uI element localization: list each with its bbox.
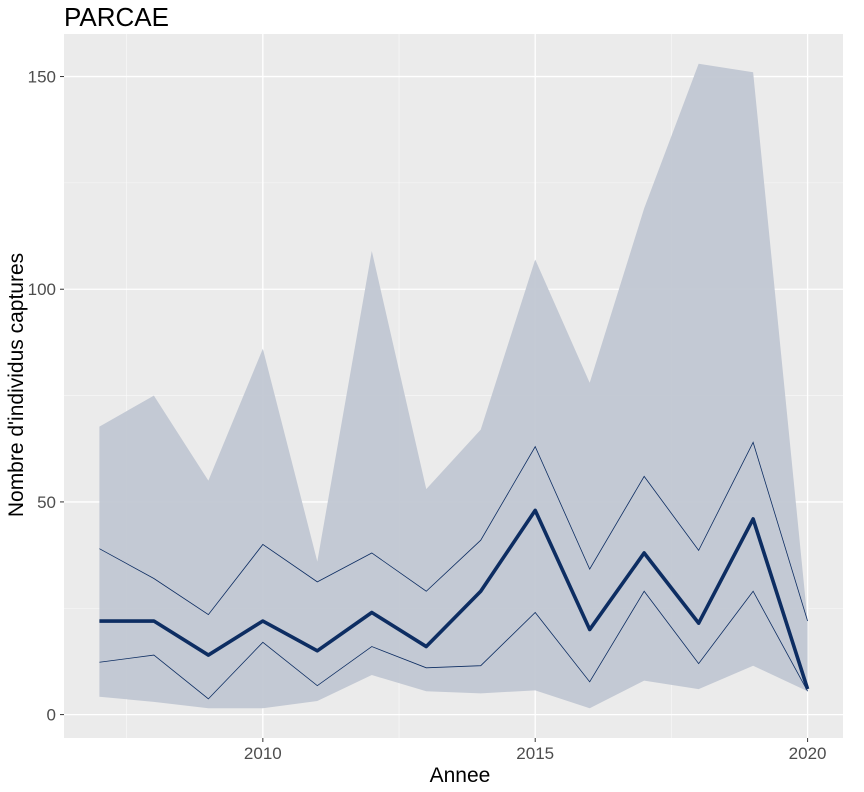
inner-band-lower-line <box>99 590 808 700</box>
median-line <box>99 508 810 690</box>
bands <box>99 63 808 709</box>
y-tick-label: 150 <box>28 68 56 87</box>
x-tick-label: 2010 <box>244 744 282 763</box>
y-axis-title: Nombre d'individus captures <box>5 253 28 517</box>
series-lines <box>99 441 810 700</box>
x-axis-title: Annee <box>430 764 491 787</box>
inner-band-upper-line <box>99 441 808 622</box>
y-tick-label: 50 <box>37 493 56 512</box>
band-outer <box>99 63 808 709</box>
chart-title: PARCAE <box>64 2 169 32</box>
x-tick-label: 2020 <box>789 744 827 763</box>
tick-labels: 2010 2015 2020 0 50 100 150 <box>28 68 827 763</box>
y-tick-label: 100 <box>28 280 56 299</box>
y-tick-label: 0 <box>47 706 56 725</box>
x-tick-label: 2015 <box>516 744 554 763</box>
axis-ticks <box>60 76 809 742</box>
